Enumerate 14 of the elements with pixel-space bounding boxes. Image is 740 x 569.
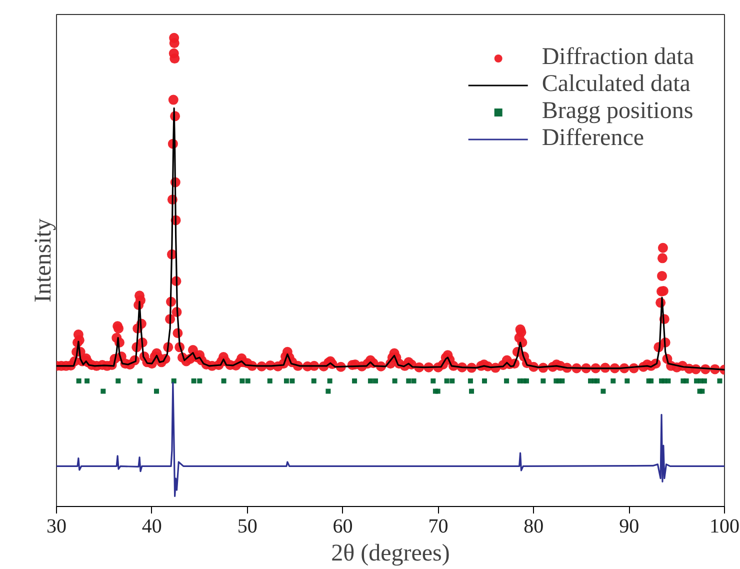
x-tick-label: 40 — [142, 516, 162, 538]
legend-label: Bragg positions — [542, 98, 694, 125]
x-tick-label: 90 — [619, 516, 640, 538]
x-tick-label: 50 — [237, 516, 258, 538]
x-tick-label: 100 — [710, 516, 740, 538]
x-tick-label: 30 — [46, 516, 66, 538]
legend-label: Calculated data — [542, 71, 690, 98]
legend-label: Difference — [542, 125, 644, 152]
x-tick-label: 80 — [524, 516, 544, 538]
y-axis-title: Intensity — [30, 218, 56, 302]
x-axis-title: 2θ (degrees) — [331, 540, 450, 566]
x-tick-label: 70 — [428, 516, 448, 538]
x-tick-label: 60 — [332, 516, 353, 538]
legend-label: Diffraction data — [542, 44, 694, 71]
